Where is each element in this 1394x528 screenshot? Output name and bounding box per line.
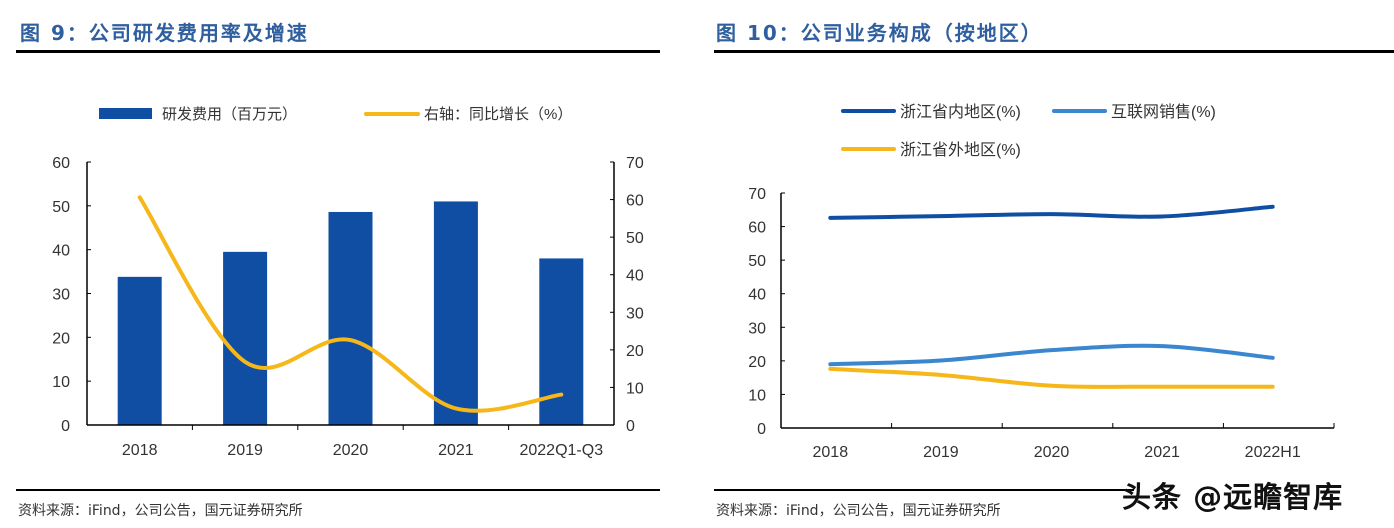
x-tick-label: 2021 — [438, 442, 474, 459]
x-tick-label: 2020 — [1034, 444, 1070, 461]
right-tick-label: 20 — [626, 343, 644, 360]
legend-bar-swatch — [99, 108, 152, 119]
series-line-0 — [828, 204, 1275, 220]
x-tick-label: 2019 — [227, 442, 263, 459]
legend-line-label: 右轴：同比增长（%） — [424, 106, 572, 123]
left-tick-label: 60 — [52, 155, 70, 172]
bar-2020 — [328, 211, 373, 425]
right-tick-label: 70 — [626, 155, 644, 172]
y-tick-label: 30 — [748, 320, 766, 337]
rd-expense-chart: 0 10 20 30 40 50 60 0 10 20 30 40 50 60 70 2018 2019 2020… — [52, 106, 644, 459]
right-tick-label: 60 — [626, 193, 644, 210]
right-footer-rule — [714, 489, 1134, 491]
left-title-rule — [16, 50, 660, 53]
x-tick-label: 2018 — [813, 444, 849, 461]
growth-line — [137, 195, 564, 413]
series-line-1 — [828, 343, 1275, 367]
left-tick-label: 0 — [61, 418, 70, 435]
legend-bar-label: 研发费用（百万元） — [162, 106, 297, 123]
y-tick-label: 10 — [748, 387, 766, 404]
legend-label-2: 浙江省外地区(%) — [900, 141, 1021, 159]
bar-2019 — [223, 251, 268, 425]
x-tick-label: 2020 — [333, 442, 369, 459]
series-line-2 — [828, 366, 1275, 389]
watermark: 头条 @远瞻智库 — [1122, 480, 1344, 514]
y-tick-label: 20 — [748, 354, 766, 371]
right-chart-title: 图 10：公司业务构成（按地区） — [716, 21, 1043, 45]
right-tick-label: 30 — [626, 305, 644, 322]
region-composition-chart: 0 10 20 30 40 50 60 70 2018 2019 2020 2021 2022H1 浙江省… — [748, 103, 1335, 461]
right-tick-label: 0 — [626, 418, 635, 435]
bar-2018 — [117, 276, 162, 425]
left-tick-label: 20 — [52, 330, 70, 347]
right-tick-label: 50 — [626, 230, 644, 247]
y-tick-label: 0 — [757, 421, 766, 438]
right-tick-label: 40 — [626, 268, 644, 285]
left-tick-label: 30 — [52, 287, 70, 304]
x-tick-label: 2018 — [122, 442, 158, 459]
right-tick-label: 10 — [626, 380, 644, 397]
legend-label-1: 互联网销售(%) — [1111, 103, 1216, 121]
left-chart-title: 图 9：公司研发费用率及增速 — [20, 21, 309, 45]
legend-label-0: 浙江省内地区(%) — [900, 103, 1021, 121]
y-tick-label: 50 — [748, 253, 766, 270]
y-tick-label: 70 — [748, 186, 766, 203]
left-source-note: 资料来源：iFind，公司公告，国元证券研究所 — [18, 503, 303, 519]
left-tick-label: 50 — [52, 199, 70, 216]
left-tick-label: 40 — [52, 243, 70, 260]
x-tick-label: 2019 — [923, 444, 959, 461]
bar-2021 — [433, 201, 478, 425]
right-title-rule — [714, 50, 1394, 53]
x-tick-label: 2021 — [1144, 444, 1180, 461]
x-tick-label: 2022Q1-Q3 — [519, 442, 603, 459]
y-tick-label: 60 — [748, 220, 766, 237]
x-tick-label: 2022H1 — [1245, 444, 1301, 461]
left-footer-rule — [16, 489, 660, 491]
right-source-note: 资料来源：iFind，公司公告，国元证券研究所 — [716, 503, 1001, 519]
left-tick-label: 10 — [52, 374, 70, 391]
y-tick-label: 40 — [748, 287, 766, 304]
